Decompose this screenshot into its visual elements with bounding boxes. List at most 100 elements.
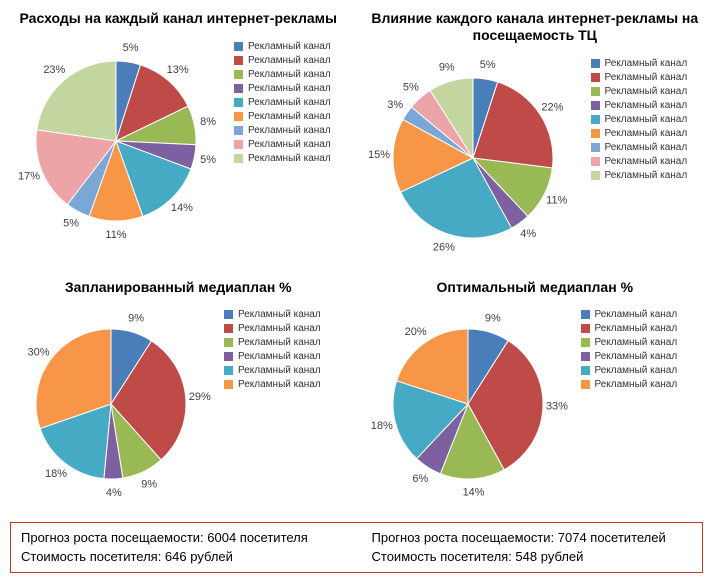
chart1-slice-label-1: 13% bbox=[167, 64, 189, 76]
chart4-legend: Рекламный канал Рекламный канал Рекламный … bbox=[581, 303, 678, 390]
chart3-legend: Рекламный канал Рекламный канал Рекламный … bbox=[224, 303, 321, 390]
legend-swatch bbox=[224, 324, 233, 333]
chart2-slice-label-8: 9% bbox=[438, 61, 454, 73]
chart1-legend-item-6: Рекламный канал bbox=[234, 125, 331, 136]
legend-swatch bbox=[234, 84, 243, 93]
legend-swatch bbox=[234, 56, 243, 65]
chart1-legend-item-7: Рекламный канал bbox=[234, 139, 331, 150]
chart4-legend-item-1: Рекламный канал bbox=[581, 323, 678, 334]
chart1-slice-label-7: 17% bbox=[18, 170, 40, 182]
chart1-slice-label-5: 11% bbox=[105, 229, 126, 241]
legend-swatch bbox=[591, 101, 600, 110]
chart4-legend-item-2: Рекламный канал bbox=[581, 337, 678, 348]
chart2-row: 5%22%11%4%26%15%3%5%9% Рекламный каналРе… bbox=[367, 52, 704, 269]
chart1-slice-label-4: 14% bbox=[171, 202, 193, 214]
legend-swatch bbox=[591, 143, 600, 152]
legend-swatch bbox=[234, 112, 243, 121]
legend-swatch bbox=[581, 338, 590, 347]
legend-swatch bbox=[591, 73, 600, 82]
chart2-legend-item-2: Рекламный канал bbox=[591, 86, 688, 97]
chart3-legend-item-0: Рекламный канал bbox=[224, 309, 321, 320]
legend-label: Рекламный канал bbox=[248, 41, 331, 52]
legend-swatch bbox=[224, 352, 233, 361]
chart1-pie: 5%13%8%5%14%11%5%17%23% bbox=[10, 35, 222, 252]
chart2-svg: 5%22%11%4%26%15%3%5%9% bbox=[367, 52, 579, 264]
legend-swatch bbox=[224, 380, 233, 389]
legend-swatch bbox=[234, 70, 243, 79]
legend-label: Рекламный канал bbox=[605, 156, 688, 167]
chart2-slice-label-2: 11% bbox=[546, 194, 567, 206]
chart4-row: 9%33%14%6%18%20% Рекламный каналРекламны… bbox=[367, 303, 704, 510]
legend-swatch bbox=[581, 352, 590, 361]
footer-left: Прогноз роста посещаемости: 6004 посетит… bbox=[21, 529, 342, 565]
chart1-title: Расходы на каждый канал интернет-рекламы bbox=[10, 10, 347, 27]
legend-label: Рекламный канал bbox=[238, 323, 321, 334]
chart4-slice-label-0: 9% bbox=[484, 313, 500, 325]
chart2-legend-item-5: Рекламный канал bbox=[591, 128, 688, 139]
chart2-slice-label-4: 26% bbox=[432, 241, 454, 253]
chart4-legend-item-4: Рекламный канал bbox=[581, 365, 678, 376]
chart4-legend-item-3: Рекламный канал bbox=[581, 351, 678, 362]
chart2-slice-label-5: 15% bbox=[368, 149, 390, 161]
chart2-slice-label-6: 3% bbox=[387, 99, 403, 111]
chart4-title: Оптимальный медиаплан % bbox=[367, 279, 704, 296]
panel-chart2: Влияние каждого канала интернет-рекламы … bbox=[367, 10, 704, 269]
legend-label: Рекламный канал bbox=[595, 337, 678, 348]
chart1-legend-item-5: Рекламный канал bbox=[234, 111, 331, 122]
chart3-slice-label-0: 9% bbox=[128, 313, 144, 325]
legend-swatch bbox=[591, 59, 600, 68]
legend-label: Рекламный канал bbox=[605, 114, 688, 125]
chart4-svg: 9%33%14%6%18%20% bbox=[367, 303, 569, 505]
chart2-legend-item-8: Рекламный канал bbox=[591, 170, 688, 181]
chart1-slice-label-8: 23% bbox=[43, 64, 65, 76]
dashboard: Расходы на каждый канал интернет-рекламы… bbox=[10, 10, 703, 510]
chart3-row: 9%29%9%4%18%30% Рекламный каналРекламный… bbox=[10, 303, 347, 510]
legend-swatch bbox=[234, 154, 243, 163]
chart2-legend-item-4: Рекламный канал bbox=[591, 114, 688, 125]
legend-label: Рекламный канал bbox=[605, 86, 688, 97]
chart4-slice-label-1: 33% bbox=[545, 401, 567, 413]
chart3-legend-item-2: Рекламный канал bbox=[224, 337, 321, 348]
chart2-legend: Рекламный канал Рекламный канал Рекламный … bbox=[591, 52, 688, 181]
chart2-slice-label-3: 4% bbox=[520, 228, 536, 240]
chart1-slice-label-6: 5% bbox=[63, 217, 79, 229]
chart1-legend-item-3: Рекламный канал bbox=[234, 83, 331, 94]
chart2-legend-item-6: Рекламный канал bbox=[591, 142, 688, 153]
footer-left-line1: Прогноз роста посещаемости: 6004 посетит… bbox=[21, 529, 342, 547]
chart1-slice-label-2: 8% bbox=[200, 116, 216, 128]
footer-right-line2: Стоимость посетителя: 548 рублей bbox=[372, 548, 693, 566]
chart4-slice-label-3: 6% bbox=[412, 473, 428, 485]
chart2-slice-label-1: 22% bbox=[541, 101, 563, 113]
legend-label: Рекламный канал bbox=[248, 69, 331, 80]
chart4-pie: 9%33%14%6%18%20% bbox=[367, 303, 569, 510]
legend-swatch bbox=[234, 126, 243, 135]
panel-chart1: Расходы на каждый канал интернет-рекламы… bbox=[10, 10, 347, 269]
legend-label: Рекламный канал bbox=[248, 83, 331, 94]
legend-swatch bbox=[234, 140, 243, 149]
legend-label: Рекламный канал bbox=[238, 337, 321, 348]
legend-label: Рекламный канал bbox=[605, 100, 688, 111]
legend-label: Рекламный канал bbox=[248, 125, 331, 136]
legend-label: Рекламный канал bbox=[238, 379, 321, 390]
chart4-slice-label-4: 18% bbox=[370, 420, 392, 432]
chart1-legend-item-8: Рекламный канал bbox=[234, 153, 331, 164]
chart3-legend-item-5: Рекламный канал bbox=[224, 379, 321, 390]
chart4-legend-item-0: Рекламный канал bbox=[581, 309, 678, 320]
legend-swatch bbox=[224, 310, 233, 319]
legend-swatch bbox=[581, 366, 590, 375]
footer-box: Прогноз роста посещаемости: 6004 посетит… bbox=[10, 522, 703, 572]
legend-label: Рекламный канал bbox=[595, 365, 678, 376]
chart3-slice-label-5: 30% bbox=[27, 347, 49, 359]
legend-label: Рекламный канал bbox=[595, 351, 678, 362]
legend-label: Рекламный канал bbox=[605, 72, 688, 83]
chart3-title: Запланированный медиаплан % bbox=[10, 279, 347, 296]
legend-label: Рекламный канал bbox=[248, 55, 331, 66]
chart2-slice-label-0: 5% bbox=[479, 59, 495, 71]
chart2-pie: 5%22%11%4%26%15%3%5%9% bbox=[367, 52, 579, 269]
chart1-legend-item-1: Рекламный канал bbox=[234, 55, 331, 66]
chart3-pie: 9%29%9%4%18%30% bbox=[10, 303, 212, 510]
legend-swatch bbox=[591, 115, 600, 124]
legend-swatch bbox=[591, 157, 600, 166]
legend-label: Рекламный канал bbox=[238, 309, 321, 320]
legend-swatch bbox=[591, 87, 600, 96]
